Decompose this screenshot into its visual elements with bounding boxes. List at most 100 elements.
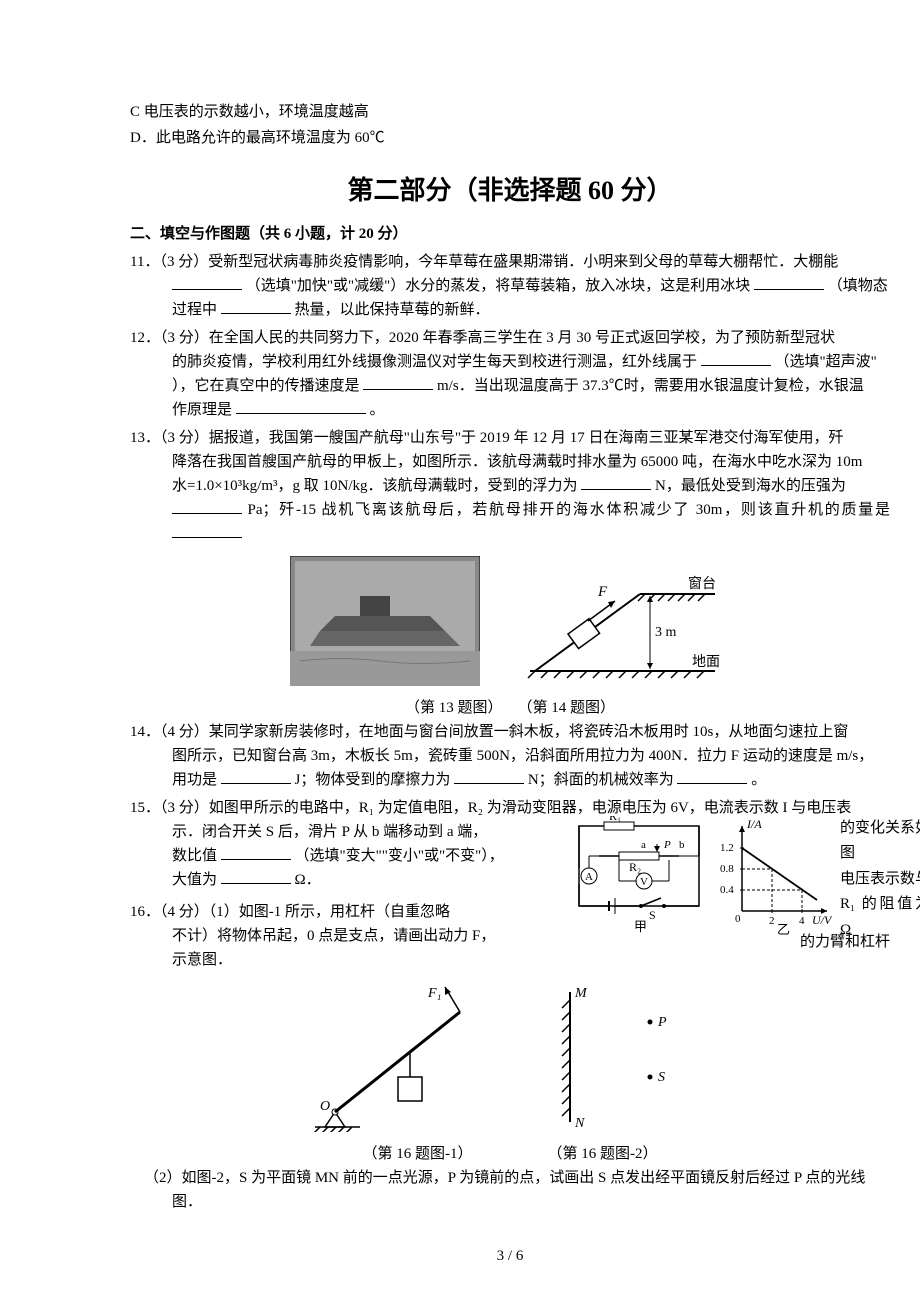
figure-row-16: O F₁ M N P S <box>130 982 890 1132</box>
graph-figure: I/A U/V 1.2 0.8 0.4 0 2 4 乙 <box>717 816 832 936</box>
xlabel: U/V <box>812 913 832 927</box>
question-16-2: （2）如图-2，S 为平面镜 MN 前的一点光源，P 为镜前的点，试画出 S 点… <box>130 1166 890 1214</box>
q15-right2: 电压表示数与 <box>840 867 920 893</box>
q12-line1: 12．（3 分）在全国人民的共同努力下，2020 年春季高三学生在 3 月 30… <box>130 330 835 346</box>
xtick: 2 <box>769 915 775 927</box>
label-M: M <box>574 986 588 1001</box>
blank <box>172 275 242 290</box>
blank <box>581 475 651 490</box>
q16-text: 示意图． <box>130 948 232 972</box>
circuit-figure: R₁ R₂ a P b A V <box>569 816 709 936</box>
question-13: 13．（3 分）据报道，我国第一艘国产航母"山东号"于 2019 年 12 月 … <box>130 426 890 546</box>
question-12: 12．（3 分）在全国人民的共同努力下，2020 年春季高三学生在 3 月 30… <box>130 326 890 422</box>
page-number: 3 / 6 <box>130 1244 890 1268</box>
blank <box>236 399 366 414</box>
mirror-figure: M N P S <box>540 982 710 1132</box>
subsection-title: 二、填空与作图题（共 6 小题，计 20 分） <box>130 222 890 246</box>
label-R1: R₁ <box>609 816 621 823</box>
option-c: C 电压表的示数越小，环境温度越高 <box>130 100 890 124</box>
label-V: V <box>640 876 648 888</box>
label-N: N <box>574 1116 585 1131</box>
label-a: a <box>641 839 646 851</box>
caption-13-14: （第 13 题图） （第 14 题图） <box>130 696 890 720</box>
q11-text: 过程中 <box>172 302 217 318</box>
figure-row-13-14: F 3 m 窗台 地面 <box>130 556 890 686</box>
q12-text: 的肺炎疫情，学校利用红外线摄像测温仪对学生每天到校进行测温，红外线属于 <box>172 354 697 370</box>
graph-caption: 乙 <box>777 922 790 936</box>
question-11: 11．（3 分）受新型冠状病毒肺炎疫情影响，今年草莓在盛果期滞销．小明来到父母的… <box>130 250 890 322</box>
q12-text: ），它在真空中的传播速度是 <box>172 378 360 394</box>
q16-2-text: （2）如图-2，S 为平面镜 MN 前的一点光源，P 为镜前的点，试画出 S 点… <box>144 1170 865 1186</box>
label-ground: 地面 <box>692 654 720 670</box>
caption-16: （第 16 题图-1） （第 16 题图-2） <box>130 1142 890 1166</box>
blank <box>701 351 771 366</box>
q15-right3: R₁ 的阻值为 Ω <box>840 892 920 943</box>
q14-text: N；斜面的机械效率为 <box>528 772 674 788</box>
q12-text: （选填"超声波" <box>775 354 877 370</box>
q14-text: 图所示，已知窗台高 3m，木板长 5m，瓷砖重 500N，沿斜面所用拉力为 40… <box>172 748 873 764</box>
q15-right-text: 的变化关系如图 电压表示数与 R₁ 的阻值为 Ω <box>840 816 920 944</box>
label-b: b <box>679 839 685 851</box>
xtick: 4 <box>799 915 805 927</box>
question-14: 14．（4 分）某同学家新房装修时，在地面与窗台间放置一斜木板，将瓷砖沿木板用时… <box>130 720 890 792</box>
q14-text: 。 <box>751 772 766 788</box>
q16-text: 不计）将物体吊起，0 点是支点，请画出动力 F， <box>130 924 495 948</box>
q15-text: 示．闭合开关 S 后，滑片 P 从 b 端移动到 a 端， <box>172 824 487 840</box>
q13-text: Pa；歼-15 战机飞离该航母后，若航母排开的海水体积减少了 30m，则该直升机… <box>248 502 891 518</box>
label-window: 窗台 <box>688 575 716 592</box>
q11-text: （填物态 <box>828 278 888 294</box>
label-S: S <box>649 908 656 922</box>
q15-right1: 的变化关系如图 <box>840 816 920 867</box>
q12-text: 。 <box>370 402 385 418</box>
option-d: D．此电路允许的最高环境温度为 60℃ <box>130 126 890 150</box>
q14-text: J；物体受到的摩擦力为 <box>295 772 451 788</box>
q16-2-text2: 图． <box>144 1190 890 1214</box>
q15-text: 大值为 <box>172 872 217 888</box>
ytick: 0.8 <box>720 863 734 875</box>
blank <box>454 769 524 784</box>
q13-text: 水=1.0×10³kg/m³，g 取 10N/kg．该航母满载时，受到的浮力为 <box>172 478 578 494</box>
section-title: 第二部分（非选择题 60 分） <box>130 170 890 212</box>
label-P: P <box>663 839 671 851</box>
blank <box>172 499 242 514</box>
question-15: 15．（3 分）如图甲所示的电路中，R₁ 为定值电阻，R₂ 为滑动变阻器，电源电… <box>130 796 890 892</box>
q15-line1: 15．（3 分）如图甲所示的电路中，R₁ 为定值电阻，R₂ 为滑动变阻器，电源电… <box>130 800 851 816</box>
q13-text: 降落在我国首艘国产航母的甲板上，如图所示．该航母满载时排水量为 65000 吨，… <box>172 454 862 470</box>
label-A: A <box>585 871 593 883</box>
blank <box>221 869 291 884</box>
q16-line1: 16．（4 分）（1）如图-1 所示，用杠杆（自重忽略 <box>130 904 450 920</box>
q15-text: 数比值 <box>172 848 217 864</box>
blank <box>221 769 291 784</box>
label-S: S <box>658 1070 665 1085</box>
q11-text: 热量，以此保持草莓的新鲜． <box>295 302 490 318</box>
q15-text: Ω． <box>295 872 321 888</box>
q13-line1: 13．（3 分）据报道，我国第一艘国产航母"山东号"于 2019 年 12 月 … <box>130 430 844 446</box>
q11-line1: 11．（3 分）受新型冠状病毒肺炎疫情影响，今年草莓在盛果期滞销．小明来到父母的… <box>130 254 838 270</box>
label-F1: F₁ <box>427 986 441 1001</box>
label-3m: 3 m <box>655 625 677 640</box>
blank <box>363 375 433 390</box>
q12-text: 作原理是 <box>172 402 232 418</box>
blank <box>172 523 242 538</box>
ship-figure <box>290 556 480 686</box>
ytick: 0.4 <box>720 884 734 896</box>
q12-text: m/s．当出现温度高于 37.3℃时，需要用水银温度计复检，水银温 <box>437 378 864 394</box>
q15-text: （选填"变大""变小"或"不变"）， <box>295 848 504 864</box>
blank <box>221 299 291 314</box>
q14-line1: 14．（4 分）某同学家新房装修时，在地面与窗台间放置一斜木板，将瓷砖沿木板用时… <box>130 724 848 740</box>
q11-text: （选填"加快"或"减缓"）水分的蒸发，将草莓装箱，放入冰块，这是利用冰块 <box>246 278 751 294</box>
ylabel: I/A <box>746 817 762 831</box>
blank <box>221 845 291 860</box>
label-F: F <box>597 584 608 600</box>
q14-text: 用功是 <box>172 772 217 788</box>
blank <box>754 275 824 290</box>
lever-figure: O F₁ <box>310 982 500 1132</box>
ytick: 0 <box>735 913 741 925</box>
incline-figure: F 3 m 窗台 地面 <box>520 566 730 686</box>
label-R2: R₂ <box>629 860 641 874</box>
blank <box>677 769 747 784</box>
label-O: O <box>320 1099 330 1114</box>
q13-text: N，最低处受到海水的压强为 <box>655 478 846 494</box>
circuit-caption: 甲 <box>634 919 647 934</box>
ytick: 1.2 <box>720 842 734 854</box>
